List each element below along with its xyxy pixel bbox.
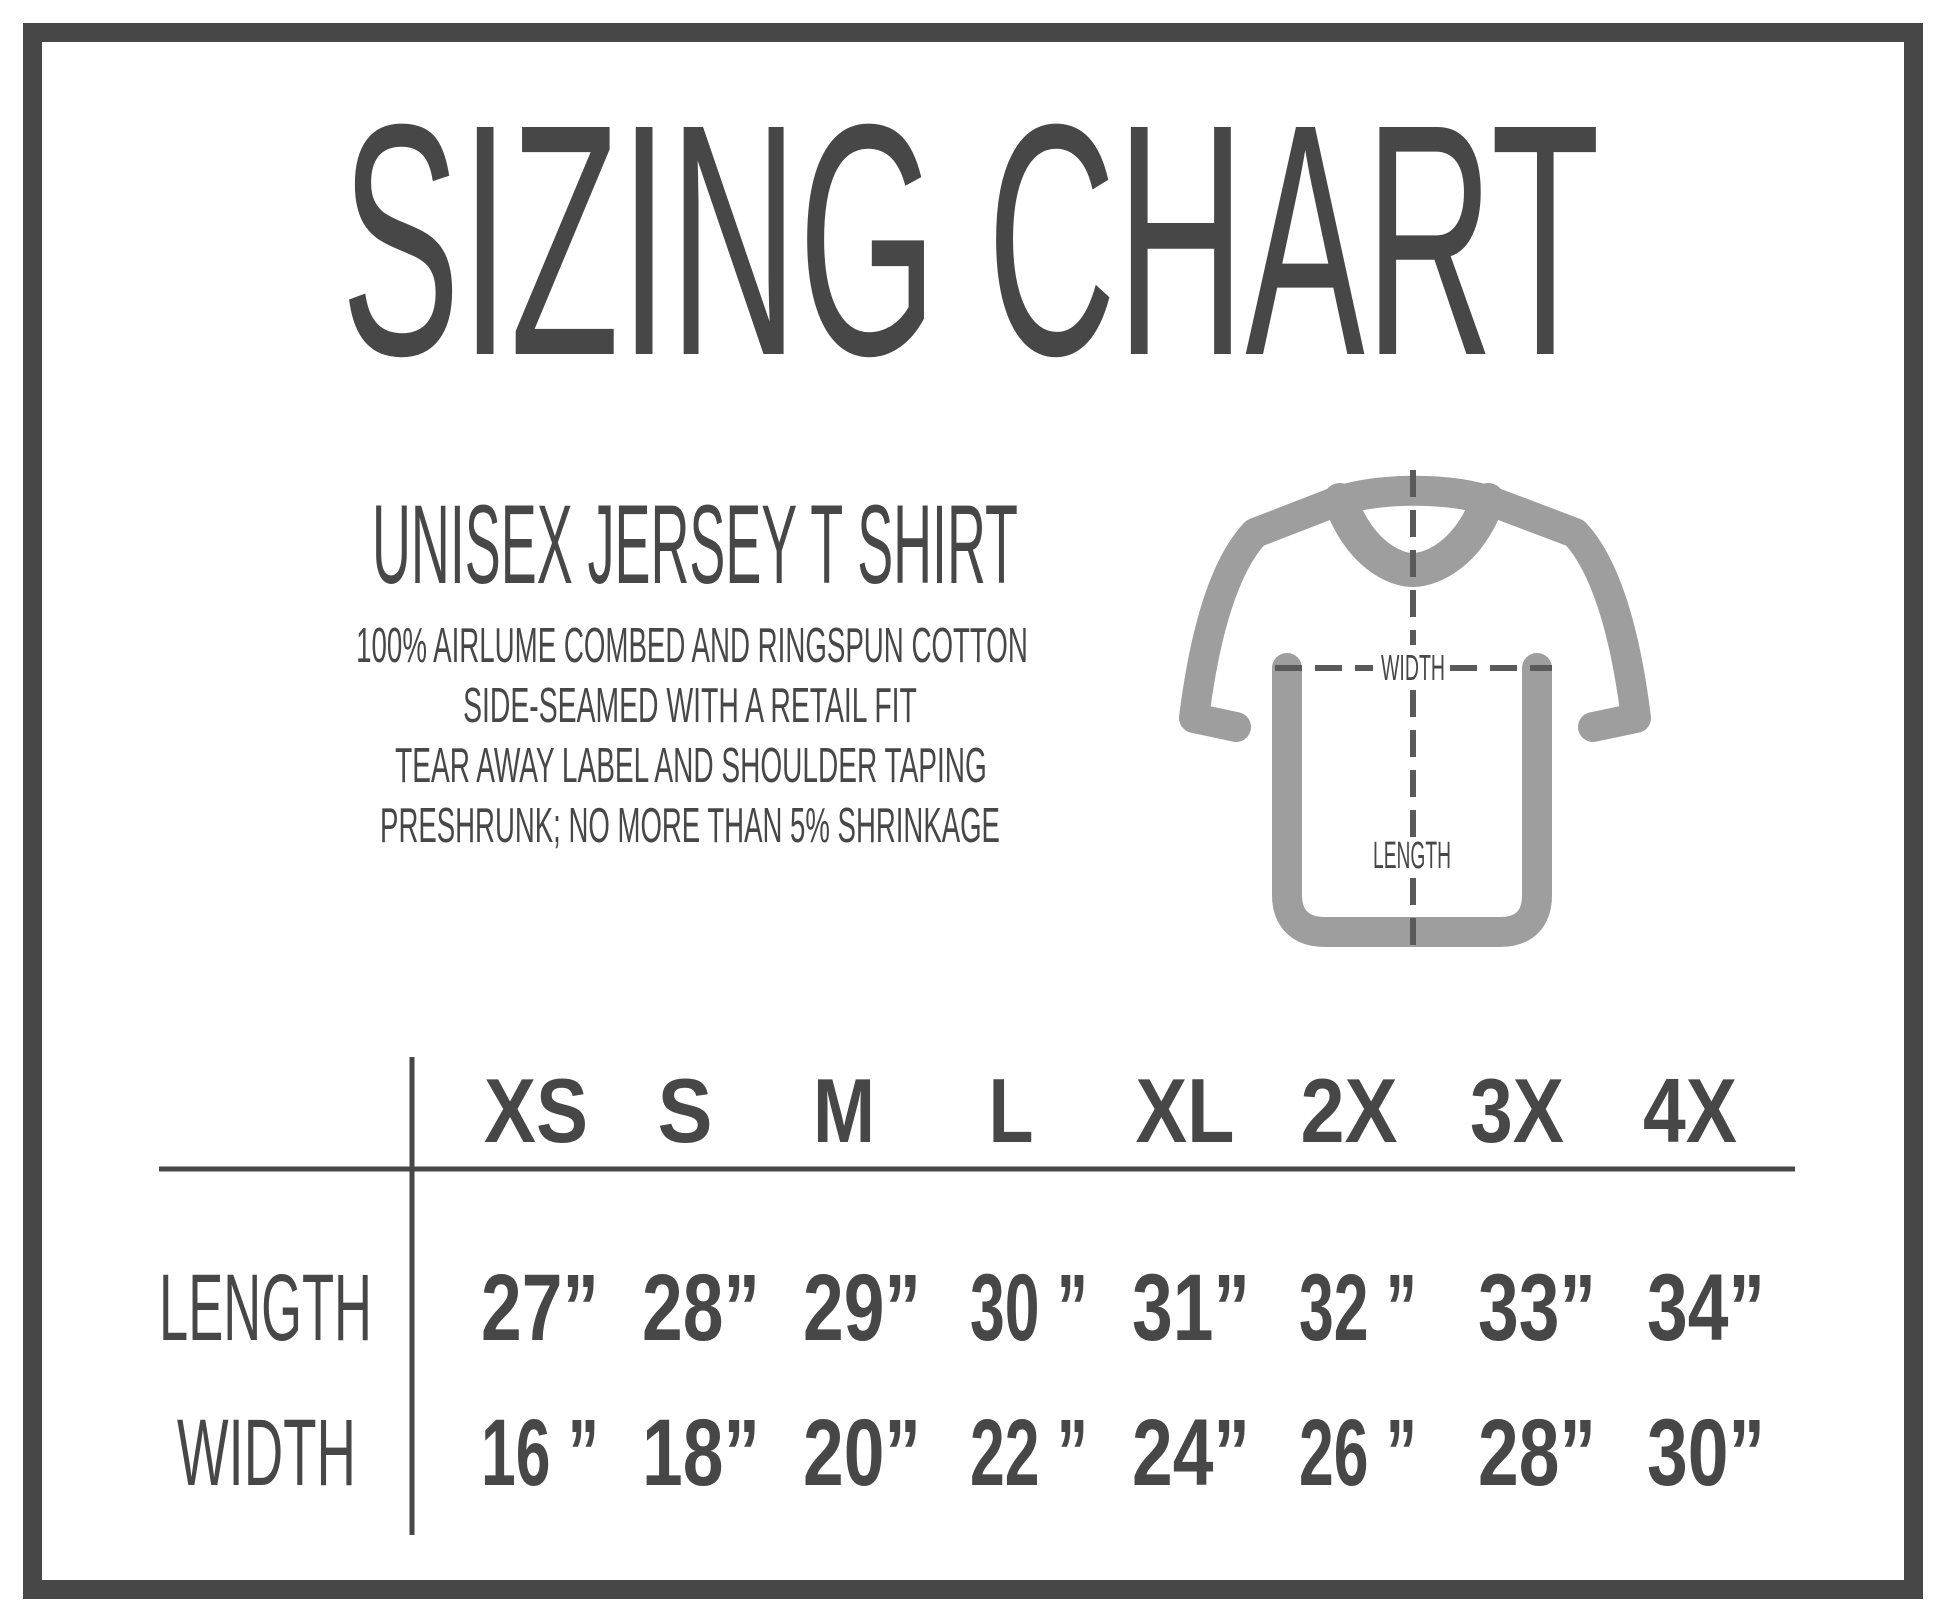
row-label-width: WIDTH [177,1400,356,1505]
size-header-3x: 3X [1470,1060,1564,1162]
measure-lines [1275,470,1552,950]
size-header-s: S [658,1060,713,1162]
size-table: LENGTH WIDTH XS S M L XL 2X 3X 4X 27” 28” 29” 30 ” 3… [159,1057,1795,1535]
table-cell: 30” [1647,1399,1765,1505]
row-label-length: LENGTH [159,1256,372,1361]
table-cell: 26 ” [1299,1400,1417,1506]
feature-item: PRESHRUNK; NO MORE THAN 5% SHRINKAGE [380,799,1000,853]
page-title: SIZING CHART [341,57,1600,425]
table-cell: 33” [1478,1254,1596,1360]
table-cell: 20” [803,1399,921,1505]
diagram-width-label: WIDTH [1381,649,1445,689]
feature-item: TEAR AWAY LABEL AND SHOULDER TAPING [395,739,987,793]
size-header-xs: XS [484,1059,588,1161]
table-cell: 31” [1132,1254,1250,1360]
size-header-xl: XL [1136,1060,1235,1161]
size-header-m: M [813,1060,875,1162]
size-header-2x: 2X [1301,1061,1398,1162]
feature-item: SIDE-SEAMED WITH A RETAIL FIT [463,679,917,733]
table-cell: 18” [642,1399,760,1505]
feature-list: 100% AIRLUME COMBED AND RINGSPUN COTTON … [356,619,1028,853]
table-cell: 24” [1132,1399,1250,1505]
table-cell: 32 ” [1299,1255,1417,1361]
size-header-4x: 4X [1643,1060,1737,1162]
size-header-l: L [989,1060,1034,1162]
frame-border [23,23,1923,1599]
table-cell: 16 ” [481,1400,599,1506]
table-cell: 34” [1647,1254,1765,1360]
product-name: UNISEX JERSEY T SHIRT [372,481,1018,607]
table-cell: 22 ” [970,1400,1088,1506]
table-cell: 27” [481,1254,599,1360]
table-cell: 28” [642,1254,760,1360]
diagram-length-label: LENGTH [1373,835,1451,877]
table-cell: 28” [1478,1399,1596,1505]
table-cell: 29” [803,1254,921,1360]
feature-item: 100% AIRLUME COMBED AND RINGSPUN COTTON [356,619,1028,673]
table-cell: 30 ” [970,1255,1088,1361]
